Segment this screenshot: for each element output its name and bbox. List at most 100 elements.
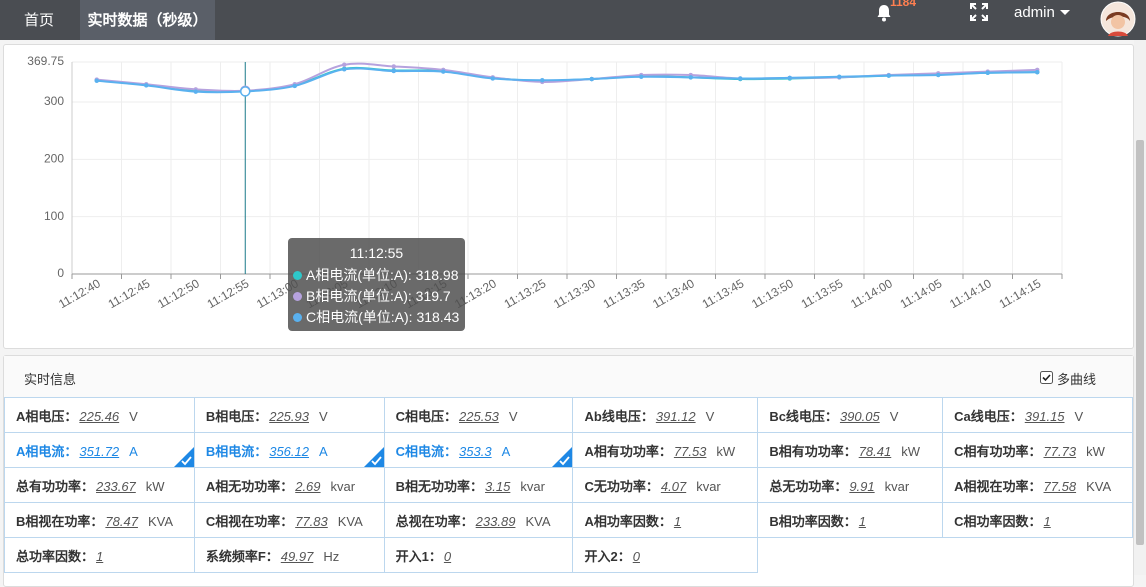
cell-value: 77.58 — [1043, 478, 1077, 494]
data-cell[interactable]: A相视在功率： 77.58 KVA — [942, 467, 1133, 503]
cell-value: 77.73 — [1043, 443, 1077, 459]
y-tick-label: 369.75 — [27, 54, 64, 68]
data-cell[interactable]: C相功率因数： 1 — [942, 502, 1133, 538]
tooltip-line: C相电流(单位:A): 318.43 — [288, 307, 465, 328]
cell-label: C相视在功率： — [205, 513, 294, 529]
data-cell[interactable]: B相视在功率： 78.47 KVA — [4, 502, 195, 538]
data-cell[interactable]: A相无功功率： 2.69 kvar — [193, 467, 385, 503]
cell-value: 1 — [96, 548, 104, 564]
data-cell[interactable]: C相视在功率： 77.83 KVA — [193, 502, 385, 538]
caret — [1060, 10, 1070, 15]
data-cell[interactable]: B相无功功率： 3.15 kvar — [383, 467, 574, 503]
data-cell[interactable]: 系统频率F： 49.97 Hz — [193, 537, 385, 573]
cell-value: 390.05 — [839, 408, 880, 424]
cell-label: B相无功功率： — [395, 478, 484, 494]
scrollbar-thumb[interactable] — [1136, 140, 1144, 545]
data-cell[interactable]: A相功率因数： 1 — [572, 502, 759, 538]
data-cell[interactable]: B相电压： 225.93 V — [193, 397, 385, 433]
cell-label: 系统频率F： — [205, 548, 279, 564]
x-tick-label: 11:12:55 — [205, 276, 252, 311]
data-point — [240, 86, 251, 97]
cell-unit: kvar — [520, 478, 545, 494]
cell-unit: kW — [901, 443, 921, 459]
data-cell[interactable]: Ab线电压： 391.12 V — [572, 397, 759, 433]
data-point — [837, 74, 842, 80]
x-tick-label: 11:14:10 — [947, 276, 994, 311]
cell-label: 总功率因数： — [16, 548, 95, 564]
cell-value: 0 — [632, 548, 640, 564]
scrollbar[interactable] — [1134, 40, 1146, 575]
cell-value: 233.67 — [96, 478, 136, 494]
cell-unit: V — [1074, 408, 1084, 424]
cell-unit: kvar — [330, 478, 356, 494]
data-cell[interactable]: A相电流： 351.72 A — [4, 432, 195, 468]
x-tick-label: 11:13:55 — [799, 276, 846, 311]
corner-check — [371, 456, 382, 466]
cell-label: A相电压： — [16, 408, 78, 424]
cell-value: 1 — [858, 513, 866, 529]
tooltip-text: B相电流(单位:A): 319.7 — [306, 288, 451, 304]
chart-panel — [3, 44, 1134, 349]
data-cell[interactable]: A相有功功率： 77.53 kW — [572, 432, 759, 468]
data-cell[interactable]: B相有功功率： 78.41 kW — [757, 432, 944, 468]
data-cell[interactable]: B相功率因数： 1 — [757, 502, 944, 538]
data-cell[interactable]: Bc线电压： 390.05 V — [757, 397, 944, 433]
data-cell[interactable]: 总功率因数： 1 — [4, 537, 195, 573]
cell-unit: KVA — [337, 513, 363, 529]
corner-triangle — [363, 447, 384, 467]
x-tick-label: 11:12:40 — [56, 276, 103, 311]
corner-check — [181, 456, 192, 466]
cell-value: 225.93 — [269, 408, 309, 424]
checkbox-label[interactable]: 多曲线 — [1057, 372, 1097, 387]
data-cell[interactable]: 开入2： 0 — [572, 537, 759, 573]
cell-unit: KVA — [147, 513, 173, 529]
data-cell[interactable]: A相电压： 225.46 V — [4, 397, 195, 433]
fullscreen-icon[interactable] — [969, 2, 989, 22]
notification-badge: 1184 — [890, 0, 917, 9]
data-point — [936, 72, 941, 78]
checkbox[interactable] — [1040, 371, 1053, 384]
empty-cell — [943, 538, 1133, 573]
bell-icon[interactable] — [875, 4, 893, 22]
x-tick-label: 11:13:50 — [749, 276, 796, 311]
y-tick-label: 200 — [44, 151, 64, 165]
nav-home[interactable]: 首页 — [23, 12, 54, 29]
data-cell[interactable]: C相有功功率： 77.73 kW — [942, 432, 1133, 468]
cell-value: 391.15 — [1024, 408, 1065, 424]
tooltip-dot — [293, 271, 302, 280]
cell-unit: KVA — [1086, 478, 1112, 494]
x-tick-label: 11:14:00 — [848, 276, 895, 311]
data-cell[interactable]: C相电流： 353.3 A — [383, 432, 574, 468]
data-cell[interactable]: C相电压： 225.53 V — [383, 397, 574, 433]
cell-unit: kW — [716, 443, 736, 459]
data-cell[interactable]: 总视在功率： 233.89 KVA — [383, 502, 574, 538]
x-tick-label: 11:13:35 — [601, 276, 648, 311]
x-tick-label: 11:12:45 — [106, 276, 153, 311]
y-tick-label: 0 — [57, 266, 64, 280]
cell-value: 233.89 — [475, 513, 516, 529]
data-cell[interactable]: 总无功功率： 9.91 kvar — [757, 467, 944, 503]
x-tick-label: 11:13:45 — [700, 276, 747, 311]
cell-unit: Hz — [323, 548, 340, 564]
table-row: B相视在功率： 78.47 KVA C相视在功率： 77.83 KVA 总视在功率： 233.… — [4, 502, 1133, 538]
avatar[interactable] — [1100, 1, 1136, 37]
data-point — [144, 83, 149, 88]
checkmark — [1042, 374, 1051, 382]
x-tick-label: 11:14:15 — [997, 276, 1044, 311]
nav-realtime[interactable]: 实时数据（秒级） — [80, 0, 215, 40]
data-cell[interactable]: Ca线电压： 391.15 V — [942, 397, 1133, 433]
data-point — [391, 68, 396, 74]
data-cell[interactable]: 总有功功率： 233.67 kW — [4, 467, 195, 503]
data-cell[interactable]: B相电流： 356.12 A — [193, 432, 385, 468]
table-row: A相电流： 351.72 A B相电流： 356.12 A C相电流： 353.3 A A相有功功… — [4, 432, 1133, 468]
user-name[interactable]: admin — [1014, 4, 1055, 21]
data-cell[interactable]: 开入1： 0 — [383, 537, 574, 573]
x-tick-label: 11:13:30 — [551, 276, 598, 311]
empty-cell — [758, 538, 943, 573]
data-point — [738, 76, 743, 81]
cell-unit: A — [318, 443, 328, 459]
data-point — [94, 78, 99, 84]
data-cell[interactable]: C无功功率： 4.07 kvar — [572, 467, 759, 503]
x-tick-label: 11:13:40 — [650, 276, 697, 311]
